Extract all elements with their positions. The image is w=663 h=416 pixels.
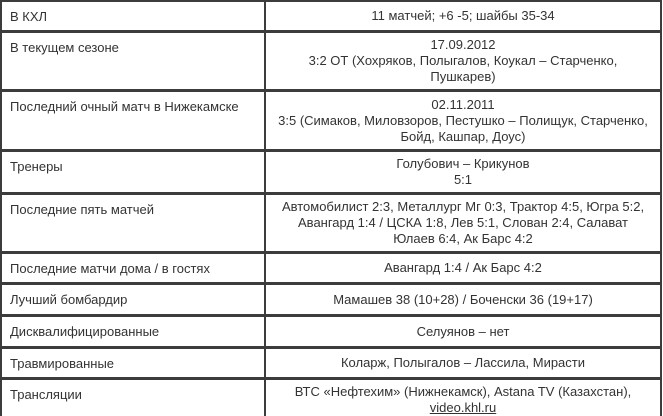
value-line: Коларж, Полыгалов – Лассила, Мирасти [340,355,586,370]
table-row: Трансляции ВТС «Нефтехим» (Нижнекамск), … [0,377,662,416]
video-khl-link[interactable]: video.khl.ru [429,400,497,416]
value-line: 5:1 [453,172,473,187]
table-row: Тренеры Голубович – Крикунов 5:1 [0,149,662,195]
table-row: Последние матчи дома / в гостях Авангард… [0,251,662,285]
row-label: Последние пять матчей [0,192,266,254]
value-line: 11 матчей; +6 -5; шайбы 35-34 [371,8,555,23]
table-row: Дисквалифицированные Селуянов – нет [0,314,662,349]
row-value: ВТС «Нефтехим» (Нижнекамск), Astana TV (… [264,377,662,416]
row-label: Последний очный матч в Нижекамске [0,89,266,152]
value-line: Авангард 1:4 / Ак Барс 4:2 [384,260,542,275]
row-value: Коларж, Полыгалов – Лассила, Мирасти [264,346,662,380]
table-row: Лучший бомбардир Мамашев 38 (10+28) / Бо… [0,282,662,317]
row-value: Авангард 1:4 / Ак Барс 4:2 [264,251,662,285]
value-line: 3:5 (Симаков, Миловзоров, Пестушко – Пол… [278,112,648,144]
row-label: Трансляции [0,377,266,416]
value-line: 17.09.2012 [430,37,496,52]
row-label: Лучший бомбардир [0,282,266,317]
row-label: В текущем сезоне [0,30,266,92]
value-line: Селуянов – нет [416,323,510,339]
value-line: Автомобилист 2:3, Металлург Мг 0:3, Трак… [281,199,645,246]
value-line: Голубович – Крикунов [396,156,530,171]
value-line: 02.11.2011 [431,96,495,112]
table-row: Последний очный матч в Нижекамске 02.11.… [0,89,662,152]
row-label: Травмированные [0,346,266,380]
table-row: Травмированные Коларж, Полыгалов – Ласси… [0,346,662,380]
broadcast-text: ВТС «Нефтехим» (Нижнекамск), Astana TV (… [294,384,632,400]
row-value: 02.11.2011 3:5 (Симаков, Миловзоров, Пест… [264,89,662,152]
table-row: Последние пять матчей Автомобилист 2:3, … [0,192,662,254]
row-value: Селуянов – нет [264,314,662,349]
row-value: 17.09.2012 3:2 ОТ (Хохряков, Полыгалов, К… [264,30,662,92]
value-line: ВТС «Нефтехим» (Нижнекамск), Astana TV (… [276,384,650,416]
row-value: 11 матчей; +6 -5; шайбы 35-34 [264,0,662,33]
table-row: В КХЛ 11 матчей; +6 -5; шайбы 35-34 [0,0,662,33]
row-label: Тренеры [0,149,266,195]
value-line: Мамашев 38 (10+28) / Боченски 36 (19+17) [333,291,593,307]
row-label: В КХЛ [0,0,266,33]
value-line: 3:2 ОТ (Хохряков, Полыгалов, Коукал – Ст… [308,53,618,84]
row-value: Голубович – Крикунов 5:1 [264,149,662,195]
row-value: Автомобилист 2:3, Металлург Мг 0:3, Трак… [264,192,662,254]
row-value: Мамашев 38 (10+28) / Боченски 36 (19+17) [264,282,662,317]
table-row: В текущем сезоне 17.09.2012 3:2 ОТ (Хохря… [0,30,662,92]
row-label: Дисквалифицированные [0,314,266,349]
row-label: Последние матчи дома / в гостях [0,251,266,285]
